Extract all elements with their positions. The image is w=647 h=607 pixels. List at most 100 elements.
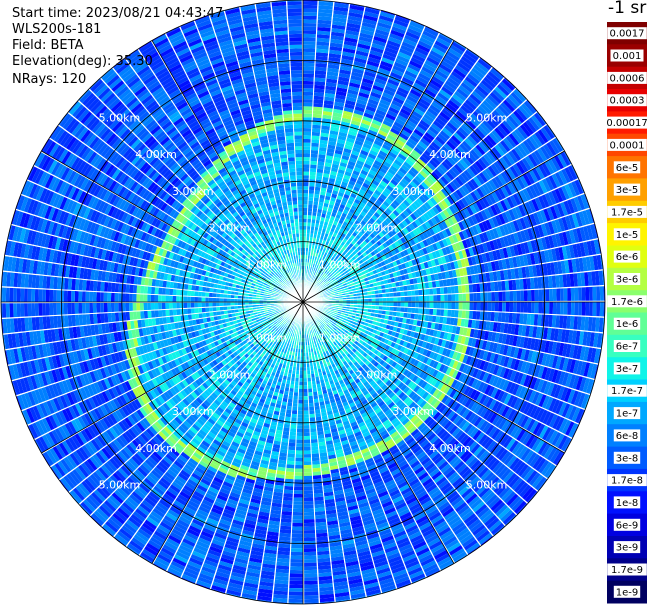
range-gate-cell [443,173,452,183]
range-gate-cell [524,201,533,214]
range-gate-cell [374,78,387,86]
range-gate-cell [303,167,310,172]
range-gate-cell [351,116,362,123]
range-gate-cell [540,127,552,142]
range-gate-cell [387,231,394,238]
range-gate-cell [352,113,363,120]
range-gate-cell [312,464,321,469]
range-gate-cell [332,208,338,214]
range-gate-cell [399,312,404,318]
range-gate-cell [397,264,403,271]
range-gate-cell [503,269,509,280]
range-gate-cell [397,51,411,60]
range-gate-cell [443,185,453,195]
range-gate-cell [313,267,316,272]
range-gate-cell [523,362,531,374]
range-gate-cell [472,146,483,158]
range-gate-cell [374,227,381,234]
range-gate-cell [341,261,346,266]
range-gate-cell [370,46,384,54]
range-gate-cell [342,317,347,321]
range-gate-cell [370,166,379,173]
range-gate-cell [350,3,365,8]
range-gate-cell [346,245,352,251]
range-gate-cell [492,250,498,261]
range-gate-cell [517,126,529,140]
range-gate-cell [578,211,587,226]
range-gate-cell [319,254,324,259]
range-gate-cell [317,231,322,236]
range-gate-cell [568,214,576,229]
range-gate-cell [455,189,464,199]
range-gate-cell [552,138,563,153]
range-gate-cell [366,287,371,292]
range-gate-cell [315,286,320,290]
range-gate-cell [513,347,520,359]
range-gate-cell [314,264,318,269]
range-gate-cell [513,110,525,124]
range-gate-cell [476,85,489,97]
range-gate-cell [458,199,466,209]
range-gate-cell [488,251,495,262]
range-gate-cell [419,37,434,47]
range-gate-cell [342,110,353,117]
range-gate-cell [308,244,312,249]
range-gate-cell [330,290,334,293]
range-gate-cell [303,410,309,415]
range-gate-cell [341,55,354,61]
range-gate-cell [326,226,332,231]
range-gate-cell [311,442,319,447]
range-gate-cell [318,224,324,229]
range-gate-cell [479,311,484,321]
range-gate-cell [568,374,576,389]
range-gate-cell [374,313,379,318]
range-gate-cell [474,320,480,329]
range-gate-cell [461,310,466,319]
range-gate-cell [563,302,568,315]
range-gate-cell [575,258,581,273]
range-gate-cell [357,304,361,308]
range-gate-cell [379,297,383,302]
range-gate-cell [379,15,394,23]
range-gate-cell [546,262,552,276]
range-gate-cell [424,314,430,322]
range-gate-cell [512,290,517,302]
range-gate-cell [455,242,462,251]
range-gate-cell [321,289,326,292]
range-gate-cell [310,229,314,234]
range-gate-cell [392,65,406,74]
range-gate-cell [450,286,455,294]
range-gate-cell [336,247,342,252]
range-gate-cell [383,338,390,345]
range-gate-cell [491,302,496,312]
range-gate-cell [464,99,477,111]
range-gate-cell [358,153,368,160]
range-gate-cell [363,74,375,82]
range-gate-cell [579,346,586,361]
range-gate-cell [303,175,310,179]
range-gate-cell [448,47,462,59]
range-gate-cell [319,270,323,275]
range-gate-cell [549,302,554,314]
range-gate-cell [303,378,308,382]
range-gate-cell [375,74,388,82]
range-gate-cell [344,218,350,224]
range-gate-cell [303,44,316,49]
range-gate-cell [433,295,438,302]
range-gate-cell [393,141,403,150]
range-gate-cell [502,291,506,302]
range-gate-cell [387,330,393,336]
range-gate-cell [545,396,554,410]
range-gate-cell [550,262,556,275]
range-gate-cell [361,146,371,153]
range-gate-cell [464,319,469,328]
range-gate-cell [558,218,566,232]
range-gate-cell [468,247,475,257]
range-gate-cell [382,293,387,298]
range-gate-cell [483,208,492,219]
range-gate-cell [578,287,582,301]
range-gate-cell [560,202,568,216]
range-gate-cell [437,257,443,265]
range-gate-cell [440,287,445,295]
range-gate-cell [490,112,502,125]
